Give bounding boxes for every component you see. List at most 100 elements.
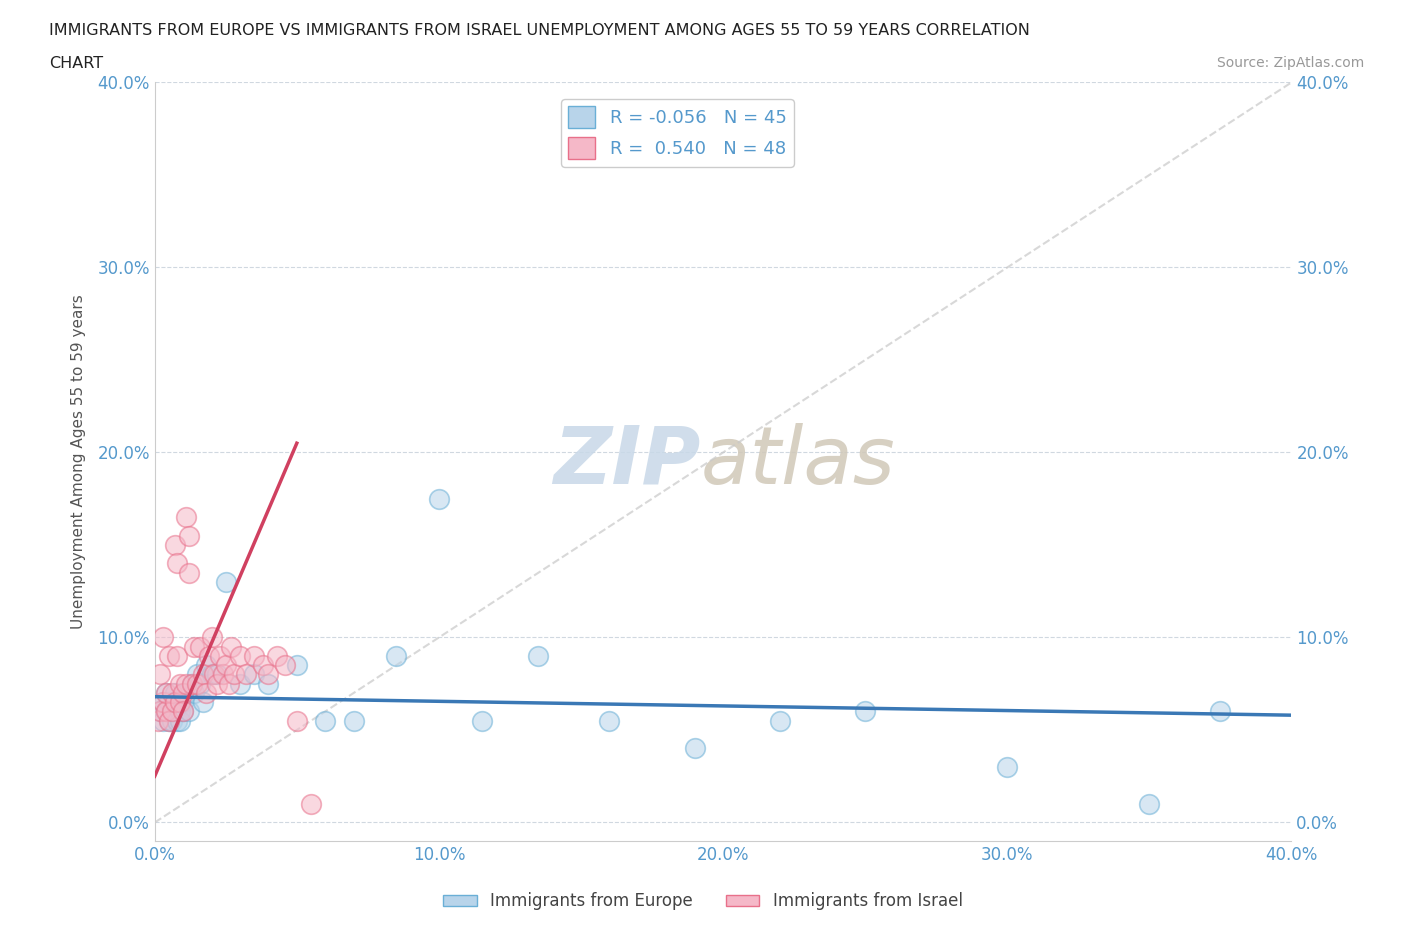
Point (853, 704, 876, 719)
Point (209, 648, 232, 663)
Point (169, 676, 191, 691)
Point (427, 491, 450, 506)
Point (191, 667, 214, 682)
Point (215, 575, 238, 590)
Text: ZIP: ZIP (553, 423, 700, 500)
Point (285, 658, 308, 672)
Point (299, 797, 322, 812)
Point (174, 510, 197, 525)
Point (470, 713, 492, 728)
Text: atlas: atlas (700, 423, 896, 500)
Text: CHART: CHART (49, 56, 103, 71)
Point (157, 648, 180, 663)
Point (149, 704, 172, 719)
Point (157, 713, 180, 728)
Point (274, 658, 297, 672)
Point (172, 704, 194, 719)
Point (155, 704, 177, 719)
Point (152, 630, 174, 644)
Point (160, 704, 183, 719)
Point (172, 685, 194, 700)
Point (188, 676, 211, 691)
Point (188, 639, 211, 654)
Point (157, 713, 180, 728)
Point (215, 658, 238, 672)
Point (163, 685, 186, 700)
Point (160, 704, 183, 719)
Point (174, 685, 197, 700)
Point (200, 630, 222, 644)
Point (1137, 797, 1160, 812)
Point (146, 713, 169, 728)
Point (186, 676, 208, 691)
Point (166, 648, 188, 663)
Point (149, 704, 172, 719)
Point (160, 685, 183, 700)
Point (683, 741, 706, 756)
Point (177, 704, 200, 719)
Point (194, 658, 217, 672)
Point (177, 565, 200, 580)
Point (163, 695, 186, 710)
Legend: R = -0.056   N = 45, R =  0.540   N = 48: R = -0.056 N = 45, R = 0.540 N = 48 (561, 100, 794, 166)
Point (243, 667, 266, 682)
Point (183, 685, 205, 700)
Point (177, 528, 200, 543)
Point (163, 704, 186, 719)
Point (169, 695, 191, 710)
Point (149, 667, 172, 682)
Point (172, 695, 194, 710)
Point (166, 713, 188, 728)
Point (180, 676, 202, 691)
Point (197, 648, 219, 663)
Text: Source: ZipAtlas.com: Source: ZipAtlas.com (1216, 56, 1364, 70)
Point (285, 713, 308, 728)
Point (229, 648, 252, 663)
Point (166, 695, 188, 710)
Point (152, 713, 174, 728)
Point (166, 556, 188, 571)
Point (527, 648, 550, 663)
Point (252, 658, 274, 672)
Point (191, 695, 214, 710)
Point (180, 676, 202, 691)
Point (1209, 704, 1232, 719)
Point (343, 713, 366, 728)
Point (155, 685, 177, 700)
Point (235, 667, 257, 682)
Point (224, 667, 246, 682)
Point (769, 713, 792, 728)
Point (314, 713, 336, 728)
Point (169, 704, 191, 719)
Point (207, 676, 229, 691)
Point (157, 695, 180, 710)
Y-axis label: Unemployment Among Ages 55 to 59 years: Unemployment Among Ages 55 to 59 years (72, 294, 86, 629)
Point (257, 676, 280, 691)
Point (152, 695, 174, 710)
Point (200, 667, 222, 682)
Point (186, 667, 208, 682)
Point (169, 713, 191, 728)
Point (172, 704, 194, 719)
Point (221, 639, 243, 654)
Point (229, 676, 252, 691)
Point (266, 648, 288, 663)
Text: IMMIGRANTS FROM EUROPE VS IMMIGRANTS FROM ISRAEL UNEMPLOYMENT AMONG AGES 55 TO 5: IMMIGRANTS FROM EUROPE VS IMMIGRANTS FRO… (49, 23, 1031, 38)
Point (155, 704, 177, 719)
Point (995, 760, 1018, 775)
Point (202, 667, 225, 682)
Legend: Immigrants from Europe, Immigrants from Israel: Immigrants from Europe, Immigrants from … (437, 885, 969, 917)
Point (174, 676, 197, 691)
Point (212, 667, 235, 682)
Point (155, 685, 177, 700)
Point (163, 538, 186, 552)
Point (257, 667, 280, 682)
Point (152, 695, 174, 710)
Point (194, 685, 217, 700)
Point (160, 713, 183, 728)
Point (243, 648, 266, 663)
Point (183, 639, 205, 654)
Point (218, 676, 240, 691)
Point (207, 667, 229, 682)
Point (385, 648, 408, 663)
